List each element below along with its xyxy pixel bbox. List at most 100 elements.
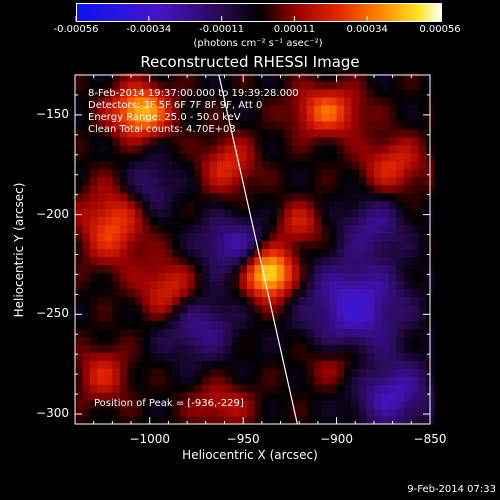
- heatmap-cell: [381, 136, 390, 146]
- heatmap-cell: [359, 216, 368, 226]
- heatmap-cell: [112, 256, 121, 266]
- heatmap-cell: [202, 104, 211, 114]
- heatmap-cell: [97, 320, 106, 329]
- heatmap-cell: [164, 80, 173, 90]
- heatmap-cell: [396, 352, 405, 361]
- heatmap-cell: [269, 272, 278, 282]
- heatmap-cell: [187, 80, 196, 90]
- heatmap-cell: [403, 312, 412, 321]
- heatmap-cell: [351, 272, 360, 282]
- heatmap-cell: [366, 120, 375, 130]
- heatmap-cell: [344, 216, 353, 226]
- heatmap-cell: [336, 392, 345, 401]
- heatmap-cell: [321, 336, 330, 345]
- heatmap-cell: [187, 216, 196, 226]
- heatmap-cell: [269, 224, 278, 234]
- heatmap-cell: [224, 256, 233, 266]
- heatmap-cell: [329, 368, 338, 377]
- heatmap-cell: [344, 312, 353, 321]
- heatmap-cell: [403, 400, 412, 409]
- heatmap-cell: [179, 104, 188, 114]
- heatmap-cell: [149, 136, 158, 146]
- heatmap-cell: [89, 264, 99, 274]
- heatmap-cell: [336, 160, 345, 170]
- heatmap-cell: [134, 288, 143, 297]
- heatmap-cell: [209, 336, 218, 345]
- heatmap-cell: [75, 344, 84, 353]
- heatmap-cell: [134, 184, 143, 194]
- heatmap-cell: [344, 104, 353, 114]
- colorbar-tick-label: -0.00056: [53, 24, 99, 35]
- heatmap-cell: [403, 160, 412, 170]
- heatmap-cell: [246, 280, 255, 289]
- heatmap-cell: [291, 360, 300, 369]
- heatmap-cell: [112, 320, 121, 329]
- heatmap-cell: [75, 304, 84, 313]
- heatmap-cell: [104, 88, 113, 98]
- heatmap-cell: [388, 400, 397, 409]
- heatmap-cell: [336, 352, 345, 361]
- heatmap-cell: [388, 280, 397, 289]
- heatmap-cell: [314, 200, 323, 210]
- heatmap-cell: [254, 304, 263, 313]
- heatmap-cell: [104, 312, 113, 321]
- heatmap-cell: [231, 352, 241, 361]
- heatmap-cell: [217, 320, 226, 329]
- heatmap-cell: [276, 312, 285, 321]
- heatmap-cell: [202, 416, 211, 425]
- heatmap-cell: [418, 408, 427, 417]
- heatmap-cell: [119, 200, 128, 210]
- heatmap-cell: [418, 184, 427, 194]
- heatmap-cell: [82, 392, 91, 401]
- heatmap-cell: [381, 336, 390, 345]
- heatmap-cell: [373, 384, 383, 393]
- heatmap-cell: [336, 176, 345, 186]
- heatmap-cell: [411, 96, 420, 106]
- colorbar-tick-label: 0.00056: [419, 24, 461, 35]
- heatmap-cell: [246, 408, 255, 417]
- heatmap-cell: [202, 200, 211, 210]
- heatmap-cell: [75, 312, 84, 321]
- heatmap-cell: [306, 336, 315, 345]
- heatmap-cell: [179, 216, 188, 226]
- heatmap-cell: [179, 296, 188, 305]
- heatmap-cell: [231, 152, 241, 162]
- heatmap-cell: [418, 240, 427, 250]
- heatmap-cell: [142, 216, 151, 226]
- heatmap-cell: [388, 264, 397, 274]
- heatmap-cell: [403, 112, 412, 122]
- heatmap-cell: [344, 344, 353, 353]
- heatmap-cell: [75, 320, 84, 329]
- heatmap-cell: [381, 320, 390, 329]
- heatmap-cell: [359, 168, 368, 178]
- heatmap-cell: [246, 208, 255, 218]
- heatmap-cell: [104, 200, 113, 210]
- heatmap-cell: [112, 272, 121, 282]
- heatmap-cell: [299, 120, 308, 130]
- heatmap-cell: [112, 176, 121, 186]
- heatmap-cell: [217, 160, 226, 170]
- heatmap-cell: [403, 416, 412, 425]
- heatmap-cell: [351, 392, 360, 401]
- heatmap-cell: [284, 376, 293, 385]
- heatmap-cell: [202, 304, 211, 313]
- heatmap-cell: [344, 120, 353, 130]
- heatmap-cell: [373, 328, 383, 337]
- heatmap-cell: [179, 256, 188, 266]
- heatmap-cell: [157, 216, 166, 226]
- heatmap-cell: [187, 336, 196, 345]
- heatmap-cell: [299, 216, 308, 226]
- heatmap-cell: [224, 376, 233, 385]
- heatmap-cell: [127, 352, 136, 361]
- heatmap-cell: [418, 368, 427, 377]
- heatmap-cell: [187, 200, 196, 210]
- heatmap-cell: [119, 128, 128, 138]
- heatmap-cell: [179, 400, 188, 409]
- heatmap-cell: [231, 120, 241, 130]
- heatmap-cell: [134, 264, 143, 274]
- heatmap-cell: [381, 168, 390, 178]
- heatmap-cell: [224, 312, 233, 321]
- heatmap-cell: [351, 208, 360, 218]
- heatmap-cell: [119, 264, 128, 274]
- heatmap-cell: [276, 224, 285, 234]
